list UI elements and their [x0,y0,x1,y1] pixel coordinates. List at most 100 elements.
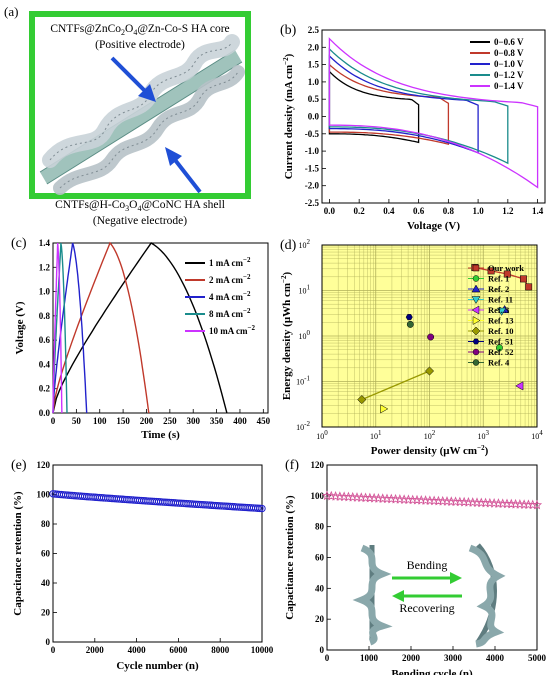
legend-label: 0−0.6 V [494,37,524,47]
y-tick-label: 1.2 [39,262,51,272]
x-tick-label: 1.4 [532,206,544,216]
plot-frame-top [321,244,538,428]
cv-curve [328,54,479,154]
data-point [380,404,389,414]
x-tick-label: 0 [51,416,56,426]
data-point [487,267,495,275]
legend-label: 8 mA cm−2 [209,307,251,319]
data-point [424,366,435,376]
data-point [497,307,507,316]
x-tick-label: 450 [257,416,271,426]
data-point [531,499,543,510]
y-tick-label: 20 [41,608,51,618]
bending-inset: Bending Recovering [352,543,506,648]
x-tick-label: 1.0 [472,206,484,216]
straight-fiber-icon [352,544,393,646]
y-axis-title: Current density (mA cm−2) [282,53,295,179]
x-axis-title: Bending cycle (n) [391,668,473,675]
y-tick-label: -2.5 [305,198,320,208]
negative-electrode-label: (Negative electrode) [93,215,187,227]
y-tick-label: 102 [299,238,311,250]
x-tick-label: 4000 [486,653,505,663]
legend-label: 0−1.0 V [494,59,524,69]
x-tick-label: 0 [325,653,330,663]
x-tick-label: 101 [370,429,382,441]
legend-label: 0−0.8 V [494,48,524,58]
x-axis-title: Time (s) [141,429,180,441]
y-tick-label: 100 [311,491,325,501]
y-axis-title: Capacitance retention (%) [284,495,296,620]
gcd-curve [52,242,228,414]
legend-label: Ref. 4 [488,358,510,368]
x-tick-label: 100 [93,416,107,426]
legend-marker [472,359,480,366]
data-point [495,344,503,352]
x-tick-label: 104 [531,429,543,441]
data-point [525,283,533,291]
legend-label: 1 mA cm−2 [209,256,251,268]
x-tick-label: 5000 [528,653,547,663]
x-tick-label: 3000 [444,653,463,663]
x-tick-label: 4000 [128,645,147,655]
y-tick-label: 1.4 [39,238,51,248]
y-tick-label: 40 [41,578,51,588]
legend-marker [472,338,480,345]
x-tick-label: 0.4 [383,206,395,216]
y-tick-label: 100 [299,329,311,341]
data-point [258,504,266,513]
panel-b-cv-chart: (b) 0.0 0.2 0.4 0.6 0.8 1.0 1.2 1.4 2.5 2.0 1.5 1.0 0… [280,23,546,232]
data-point [254,504,262,512]
gcd-curve [52,242,88,414]
recovering-label: Recovering [399,601,454,615]
gcd-curve [52,241,150,414]
legend-label: Ref. 3 [488,305,509,315]
x-tick-label: 8000 [211,645,230,655]
legend-label: Ref. 2 [488,284,509,294]
x-tick-label: 300 [186,416,200,426]
y-tick-label: 120 [311,460,325,470]
legend-label: Ref. 11 [488,295,513,305]
y-tick-label: 2.0 [308,42,320,52]
y-axis-title: Energy density (μWh cm−2) [280,272,293,401]
bending-label: Bending [407,558,448,572]
x-tick-label: 50 [72,416,82,426]
legend-label: Ref. 13 [488,316,514,326]
arrow-negative [165,147,202,194]
legend-marker [471,284,481,293]
y-tick-label: -0.5 [305,129,320,139]
legend-label: Ref. 1 [488,274,509,284]
positive-electrode-title: CNTFs@ZnCo2O4@Zn-Co-S HA core [50,23,229,37]
x-tick-label: 0.6 [413,206,425,216]
x-tick-label: 0.2 [354,206,366,216]
y-tick-label: 10-2 [296,420,310,432]
legend-marker [472,275,480,282]
y-tick-label: 0.6 [39,335,51,345]
cv-curve [328,37,539,189]
bent-fiber-icon [468,543,506,648]
panel-label: (d) [280,238,297,253]
y-tick-label: -1.0 [305,146,320,156]
legend-label: 4 mA cm−2 [209,290,251,302]
gcd-curve [52,242,68,414]
x-tick-label: 0 [51,645,56,655]
cv-curve [328,47,509,165]
y-axis-title: Capacitance retention (%) [12,491,24,616]
panel-e-cycling-chart: (e) 0 2000 4000 6000 8000 10000 0 20 40 60 80 100 120… [11,458,274,672]
legend-label: Our work [488,263,524,273]
y-tick-label: 0.8 [39,311,51,321]
y-tick-label: 120 [37,460,51,470]
y-tick-label: 80 [41,519,51,529]
data-point [520,275,527,283]
negative-electrode-title: CNTFs@H-Co3O4@CoNC HA shell [55,199,225,213]
x-axis-title: Power density (μW cm−2) [371,444,489,457]
y-tick-label: 1.0 [39,287,51,297]
y-tick-label: 40 [315,583,325,593]
y-tick-label: 0.0 [39,408,51,418]
y-tick-label: 100 [37,490,51,500]
data-point [406,320,414,328]
x-tick-label: 10000 [251,645,274,655]
x-tick-label: 1000 [360,653,379,663]
cv-curve [328,69,420,144]
arrow-positive [110,56,156,102]
